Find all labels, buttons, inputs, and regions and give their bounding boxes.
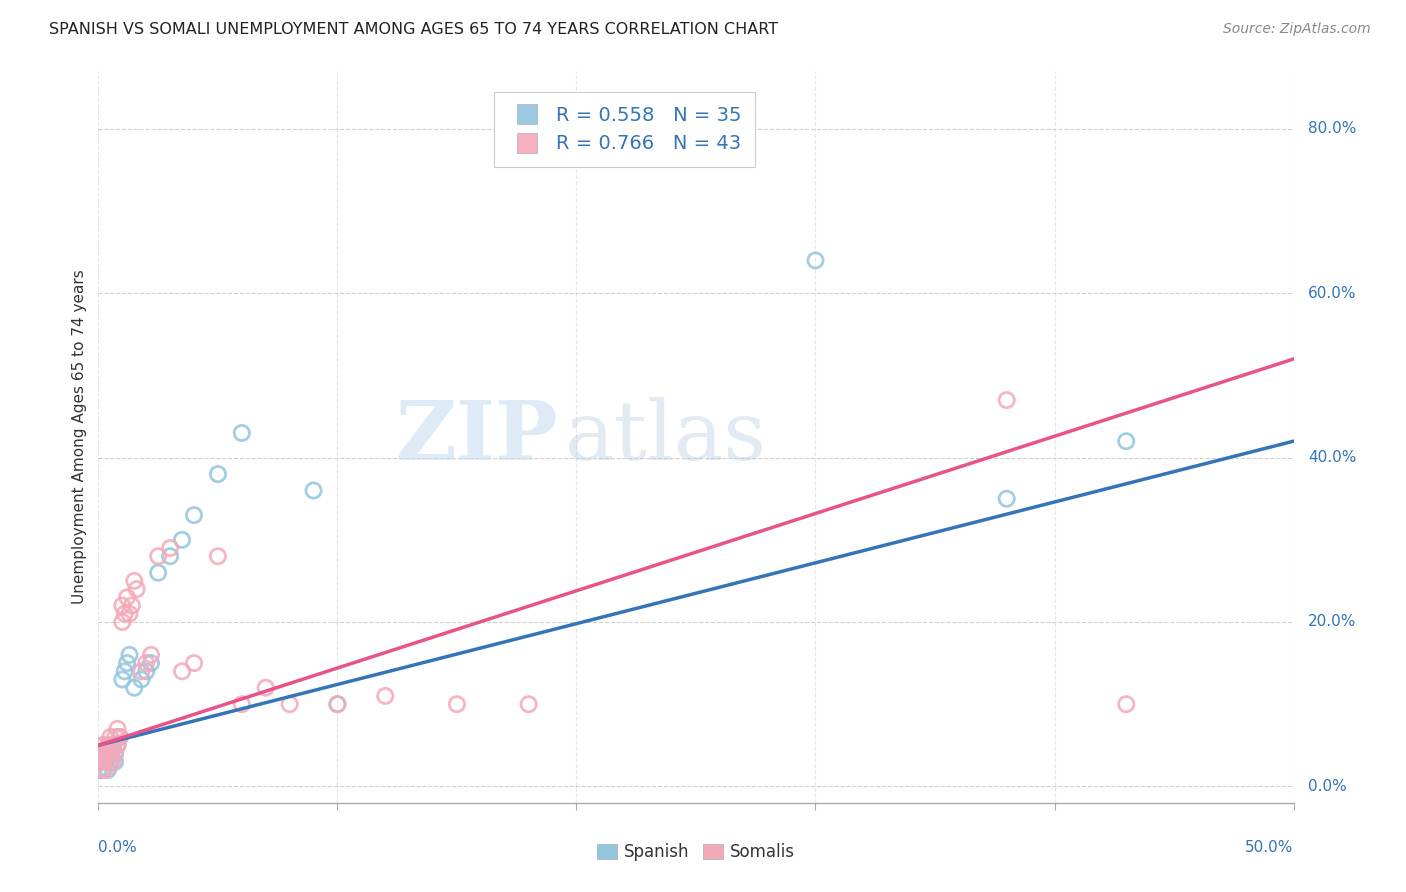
Point — [104, 755, 127, 769]
Point — [995, 491, 1018, 506]
Point — [135, 656, 157, 670]
Point — [90, 747, 112, 761]
Point — [104, 730, 127, 744]
Point — [172, 533, 194, 547]
Point — [91, 739, 114, 753]
Point — [94, 747, 117, 761]
Point — [131, 673, 153, 687]
Point — [148, 566, 170, 580]
Point — [101, 755, 124, 769]
Point — [91, 739, 114, 753]
Point — [104, 747, 127, 761]
Point — [118, 607, 141, 621]
Point — [111, 673, 134, 687]
Legend: Spanish, Somalis: Spanish, Somalis — [591, 837, 801, 868]
Point — [1115, 434, 1137, 449]
Point — [111, 599, 134, 613]
Text: Source: ZipAtlas.com: Source: ZipAtlas.com — [1223, 22, 1371, 37]
Point — [183, 508, 205, 523]
Point — [111, 615, 134, 629]
Point — [326, 697, 349, 711]
Point — [326, 697, 349, 711]
Point — [124, 574, 146, 588]
Point — [159, 549, 181, 564]
Point — [107, 739, 129, 753]
Point — [87, 763, 110, 777]
Text: 40.0%: 40.0% — [1308, 450, 1357, 465]
Point — [125, 582, 148, 596]
Text: atlas: atlas — [565, 397, 766, 477]
Text: 80.0%: 80.0% — [1308, 121, 1357, 136]
Point — [517, 697, 540, 711]
Text: ZIP: ZIP — [396, 397, 558, 477]
Point — [302, 483, 325, 498]
Text: 0.0%: 0.0% — [1308, 779, 1347, 794]
Point — [108, 730, 131, 744]
Point — [90, 747, 112, 761]
Point — [183, 656, 205, 670]
Point — [446, 697, 468, 711]
Text: SPANISH VS SOMALI UNEMPLOYMENT AMONG AGES 65 TO 74 YEARS CORRELATION CHART: SPANISH VS SOMALI UNEMPLOYMENT AMONG AGE… — [49, 22, 779, 37]
Point — [148, 549, 170, 564]
Point — [124, 681, 146, 695]
Point — [104, 747, 127, 761]
Text: 60.0%: 60.0% — [1308, 285, 1357, 301]
Point — [90, 755, 112, 769]
Point — [91, 755, 114, 769]
Point — [159, 541, 181, 555]
Point — [114, 665, 136, 679]
Point — [131, 665, 153, 679]
Point — [87, 755, 110, 769]
Y-axis label: Unemployment Among Ages 65 to 74 years: Unemployment Among Ages 65 to 74 years — [72, 269, 87, 605]
Point — [115, 591, 138, 605]
Point — [91, 763, 114, 777]
Point — [139, 648, 162, 662]
Point — [97, 763, 120, 777]
Point — [254, 681, 277, 695]
Point — [108, 730, 131, 744]
Point — [115, 656, 138, 670]
Point — [374, 689, 396, 703]
Point — [98, 755, 122, 769]
Text: 0.0%: 0.0% — [98, 839, 138, 855]
Point — [98, 730, 122, 744]
Point — [97, 739, 120, 753]
Point — [94, 763, 117, 777]
Point — [94, 747, 117, 761]
Point — [107, 739, 129, 753]
Point — [172, 665, 194, 679]
Point — [101, 739, 124, 753]
Point — [101, 739, 124, 753]
Point — [97, 755, 120, 769]
Point — [121, 599, 143, 613]
Point — [98, 747, 122, 761]
Point — [90, 763, 112, 777]
Point — [1115, 697, 1137, 711]
Point — [98, 747, 122, 761]
Point — [97, 739, 120, 753]
Point — [278, 697, 301, 711]
Point — [207, 467, 229, 481]
Point — [804, 253, 827, 268]
Point — [207, 549, 229, 564]
Point — [135, 665, 157, 679]
Point — [139, 656, 162, 670]
Point — [231, 697, 253, 711]
Text: 50.0%: 50.0% — [1246, 839, 1294, 855]
Point — [995, 393, 1018, 408]
Point — [114, 607, 136, 621]
Point — [94, 755, 117, 769]
Text: 20.0%: 20.0% — [1308, 615, 1357, 630]
Point — [231, 425, 253, 440]
Point — [118, 648, 141, 662]
Point — [107, 722, 129, 736]
